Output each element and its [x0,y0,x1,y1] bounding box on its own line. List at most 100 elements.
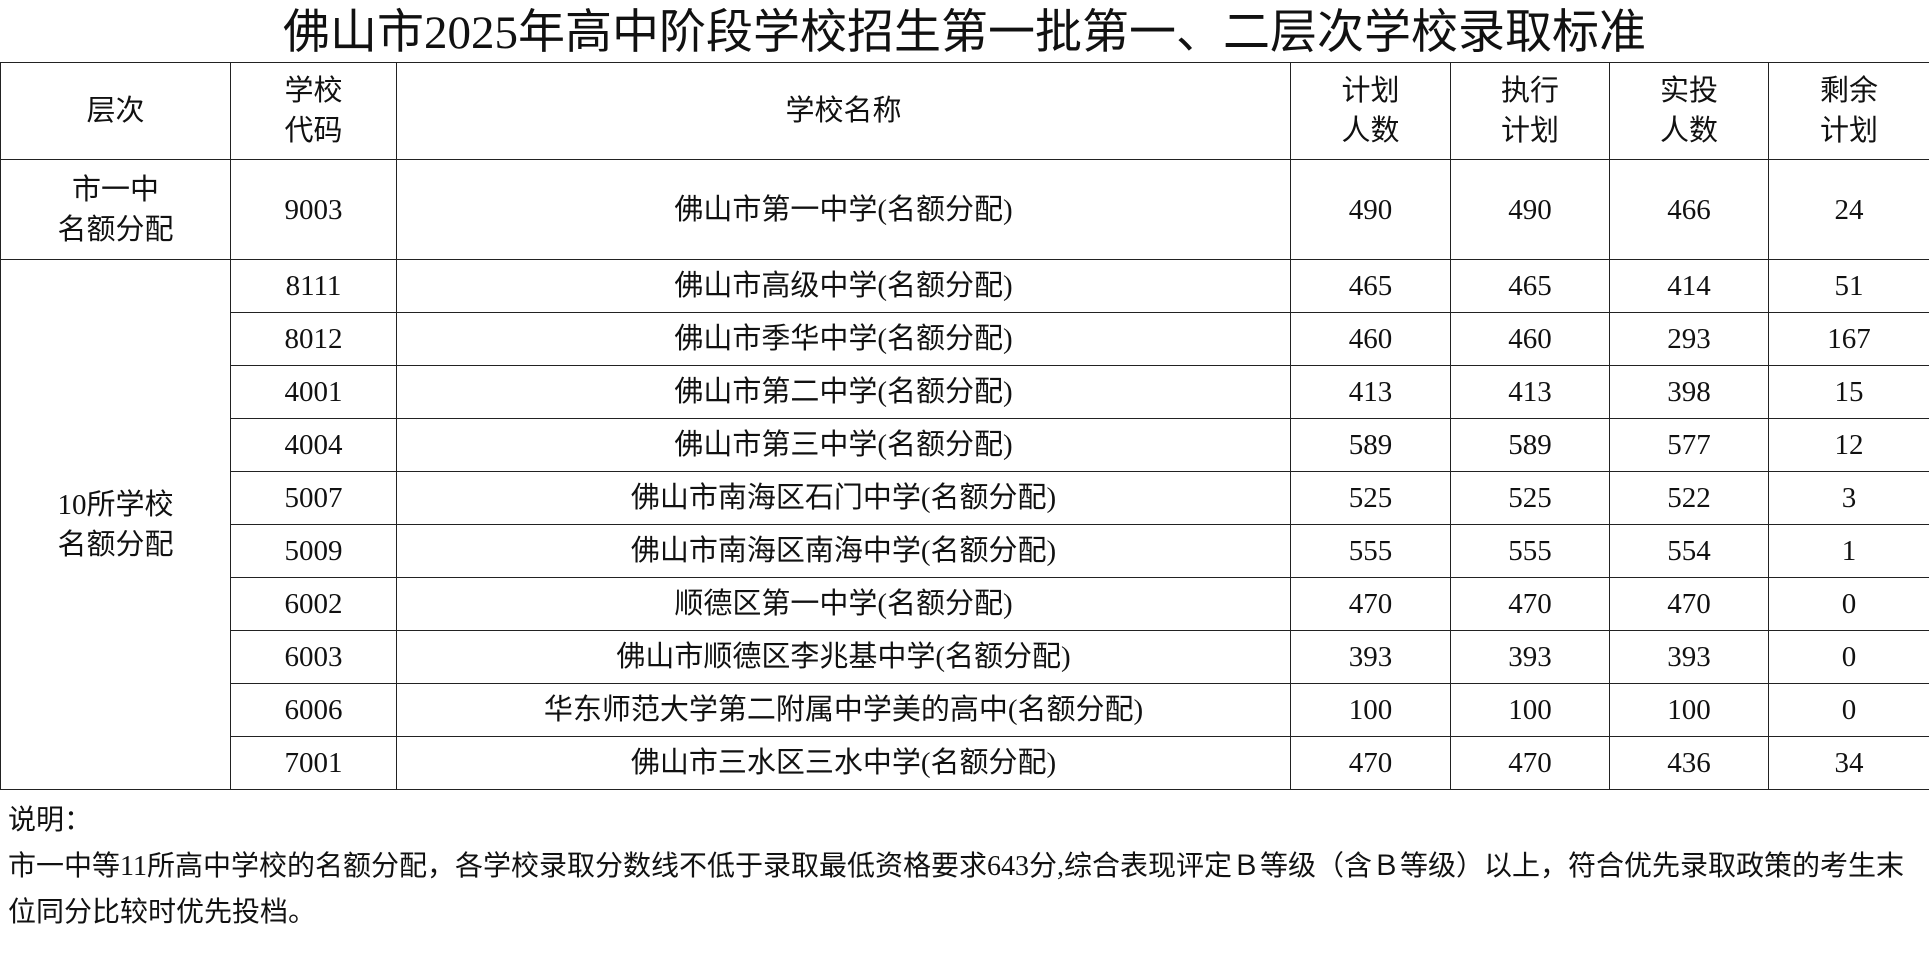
data-row: 10所学校 名额分配 8111 佛山市高级中学(名额分配) 465 465 414 51 [0,259,1929,790]
header-cell: 学校 代码 [230,62,397,160]
cell: 398 [1609,365,1769,419]
cell-line: 层次 [86,95,145,127]
data-row: 5007 佛山市南海区石门中学(名额分配) 525 525 522 3 [1,471,1929,525]
cell: 0 [1768,683,1929,737]
cell: 7001 [230,736,397,790]
cell: 414 [1609,259,1769,313]
header-cell: 实投 人数 [1609,62,1769,160]
data-row: 6003 佛山市顺德区李兆基中学(名额分配) 393 393 393 0 [1,630,1929,684]
cell: 490 [1450,159,1610,260]
cell-line: 学校名称 [785,95,902,127]
cell: 470 [1450,736,1610,790]
cell: 525 [1290,471,1451,525]
cell: 490 [1290,159,1451,260]
level-cell: 10所学校名额分配 [0,259,231,790]
cell: 167 [1768,312,1929,366]
cell: 佛山市三水区三水中学(名额分配) [396,736,1291,790]
cell: 470 [1609,577,1769,631]
cell: 577 [1609,418,1769,472]
data-row: 6002 顺德区第一中学(名额分配) 470 470 470 0 [1,577,1929,631]
cell-line: 名额分配 [57,528,174,561]
header-row: 层次 学校 代码 学校名称 计划 人数 执行 计划 实投 人数 剩余 计划 [0,62,1929,160]
cell: 12 [1768,418,1929,472]
data-row: 6006 华东师范大学第二附属中学美的高中(名额分配) 100 100 100 0 [1,683,1929,737]
cell: 佛山市第二中学(名额分配) [396,365,1291,419]
cell-line: 名额分配 [57,213,174,246]
cell: 8111 [230,259,397,313]
cell-line: 市一中 [71,173,159,206]
cell: 8012 [230,312,397,366]
data-row: 4004 佛山市第三中学(名额分配) 589 589 577 12 [1,418,1929,472]
cell: 393 [1450,630,1610,684]
cell-line: 计划 [1500,115,1559,147]
data-row: 4001 佛山市第二中学(名额分配) 413 413 398 15 [1,365,1929,419]
cell: 470 [1290,577,1451,631]
cell: 460 [1450,312,1610,366]
cell: 525 [1450,471,1610,525]
note-text: 市一中等11所高中学校的名额分配，各学校录取分数线不低于录取最低资格要求643分… [8,851,1904,928]
admission-table: 层次 学校 代码 学校名称 计划 人数 执行 计划 实投 人数 剩余 计划 市一中 名额分配 9003 佛山市… [0,62,1929,790]
cell: 34 [1768,736,1929,790]
cell: 6003 [230,630,397,684]
cell: 589 [1450,418,1610,472]
cell: 佛山市高级中学(名额分配) [396,259,1291,313]
header-cell: 计划 人数 [1290,62,1451,160]
cell: 470 [1290,736,1451,790]
data-row: 5009 佛山市南海区南海中学(名额分配) 555 555 554 1 [1,524,1929,578]
cell: 554 [1609,524,1769,578]
cell: 393 [1290,630,1451,684]
cell: 6002 [230,577,397,631]
note: 说明： 市一中等11所高中学校的名额分配，各学校录取分数线不低于录取最低资格要求… [8,798,1913,936]
cell: 3 [1768,471,1929,525]
cell: 555 [1450,524,1610,578]
header-cell: 层次 [0,62,231,160]
cell: 15 [1768,365,1929,419]
cell-line: 人数 [1659,115,1718,147]
note-label: 说明： [8,805,93,836]
cell: 589 [1290,418,1451,472]
cell-line: 执行 [1500,75,1559,107]
cell: 436 [1609,736,1769,790]
cell: 9003 [230,159,397,260]
cell: 466 [1609,159,1769,260]
data-row: 市一中 名额分配 9003 佛山市第一中学(名额分配) 490 490 466 24 [0,159,1929,260]
cell: 佛山市南海区石门中学(名额分配) [396,471,1291,525]
cell: 佛山市南海区南海中学(名额分配) [396,524,1291,578]
cell: 100 [1290,683,1451,737]
cell: 4004 [230,418,397,472]
cell-line: 计划 [1819,115,1878,147]
cell: 393 [1609,630,1769,684]
data-row: 8012 佛山市季华中学(名额分配) 460 460 293 167 [1,312,1929,366]
cell: 413 [1450,365,1610,419]
cell: 100 [1609,683,1769,737]
header-cell: 执行 计划 [1450,62,1610,160]
cell-line: 10所学校 [57,488,174,521]
cell: 460 [1290,312,1451,366]
cell: 佛山市顺德区李兆基中学(名额分配) [396,630,1291,684]
header-cell: 学校名称 [396,62,1291,160]
cell-line: 学校 [284,75,343,107]
page-title: 佛山市2025年高中阶段学校招生第一批第一、二层次学校录取标准 [283,7,1646,59]
cell: 0 [1768,577,1929,631]
cell: 413 [1290,365,1451,419]
cell: 1 [1768,524,1929,578]
cell: 5009 [230,524,397,578]
cell: 522 [1609,471,1769,525]
cell: 4001 [230,365,397,419]
header-cell: 剩余 计划 [1768,62,1929,160]
cell-line: 剩余 [1819,75,1878,107]
cell: 465 [1450,259,1610,313]
cell-line: 代码 [284,115,343,147]
cell: 470 [1450,577,1610,631]
cell: 华东师范大学第二附属中学美的高中(名额分配) [396,683,1291,737]
cell: 5007 [230,471,397,525]
cell: 555 [1290,524,1451,578]
cell: 0 [1768,630,1929,684]
cell: 佛山市第三中学(名额分配) [396,418,1291,472]
cell: 51 [1768,259,1929,313]
cell: 顺德区第一中学(名额分配) [396,577,1291,631]
cell: 6006 [230,683,397,737]
level-cell: 市一中 名额分配 [0,159,231,260]
cell: 465 [1290,259,1451,313]
